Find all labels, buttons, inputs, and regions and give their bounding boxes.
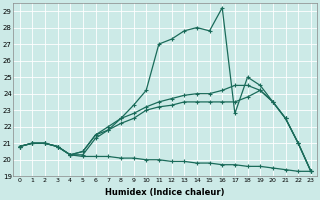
X-axis label: Humidex (Indice chaleur): Humidex (Indice chaleur) xyxy=(106,188,225,197)
